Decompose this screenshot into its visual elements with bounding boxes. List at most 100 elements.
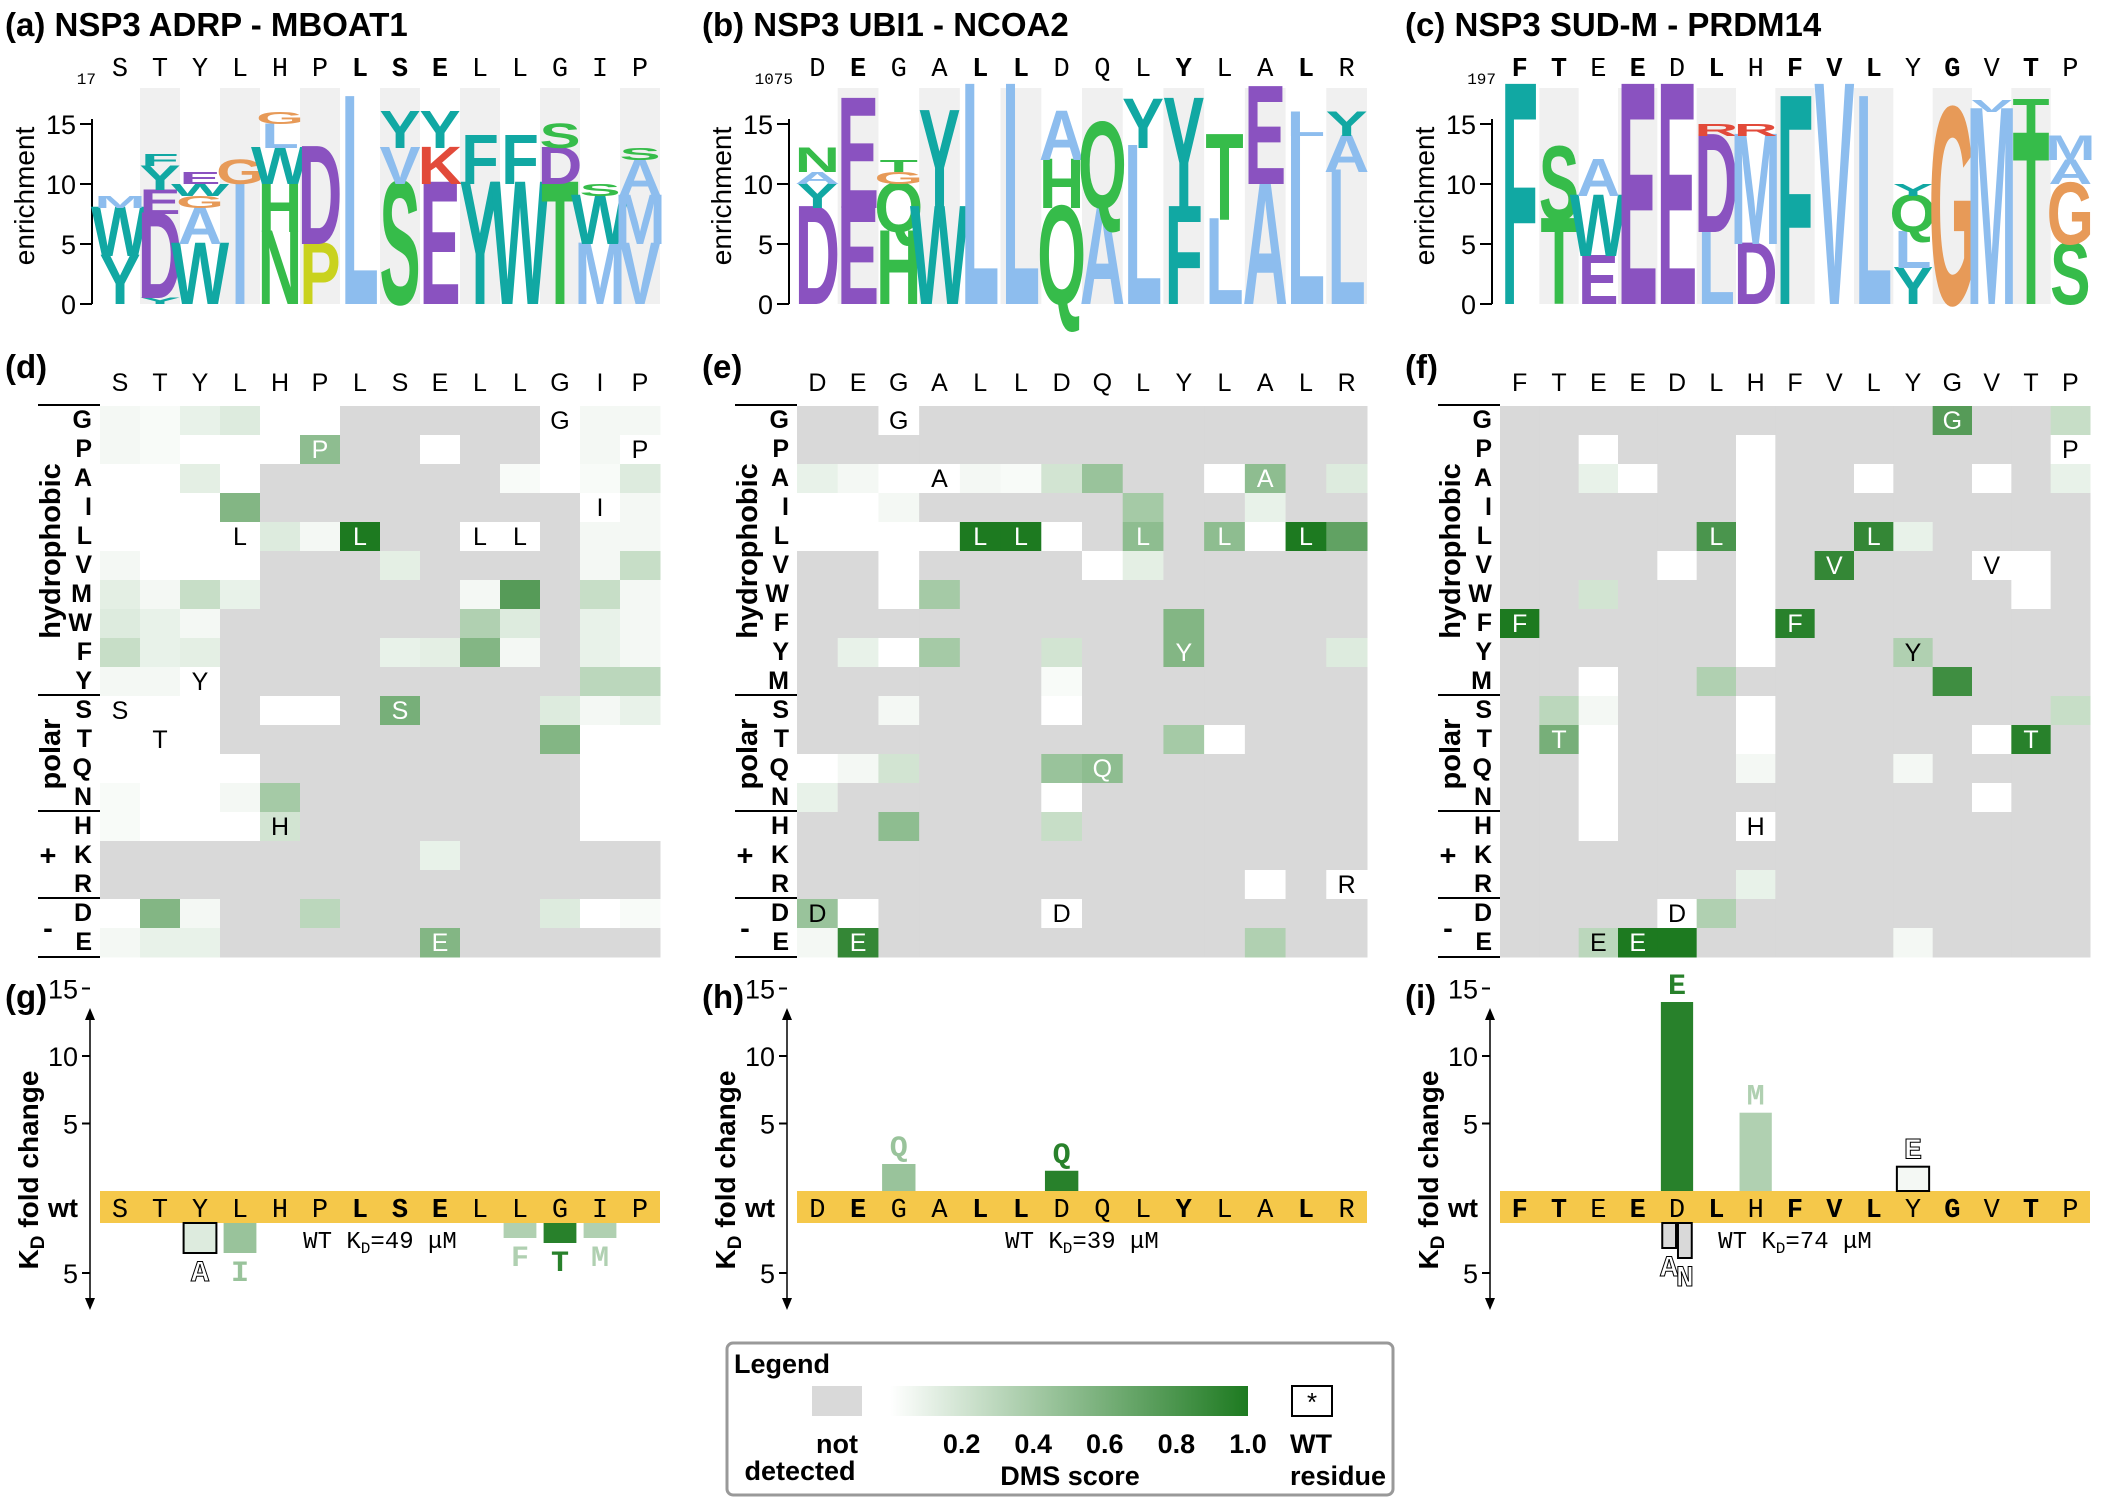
heatmap-cell [180,812,221,842]
heatmap-cell [620,493,661,523]
heatmap-cell [460,812,501,842]
logo-letter: E [1578,239,1618,319]
heatmap-cell [959,928,1002,958]
heatmap-cell [1244,580,1287,610]
heatmap-cell [420,638,461,668]
wt-marker: E [850,929,867,957]
logo-letter: S [379,145,420,343]
heatmap-cell [180,522,221,552]
heatmap-cell [1618,406,1658,436]
heatmap-cell [1041,783,1083,813]
wt-residue: R [1339,1196,1355,1226]
logo-letter: G [256,108,304,128]
column-label: P [312,369,329,397]
heatmap-cell [340,551,381,581]
heatmap-cell [380,899,421,929]
heatmap-cell [1204,841,1246,871]
heatmap-cell [1578,928,1619,958]
logo-letter: Y [419,101,460,160]
column-shade [140,88,180,304]
heatmap-cell [1500,725,1540,755]
logo-letter: F [141,150,179,170]
y-axis-label: enrichment [706,127,737,266]
heatmap-cell [797,609,839,639]
column-label: Y [192,369,209,397]
heatmap-cell [1736,493,1776,523]
heatmap-cell [1932,899,1973,929]
heatmap-cell [1539,551,1580,581]
y-tick-label: 5 [1461,230,1476,260]
wt-residue: G [891,55,907,85]
heatmap-cell [2050,870,2091,900]
wt-residue: G [552,1196,568,1226]
logo-letter: Y [919,81,961,239]
heatmap-cell [1539,667,1580,697]
heatmap-cell [260,435,301,465]
heatmap-cell [580,841,621,871]
heatmap-cell [2050,493,2091,523]
heatmap-cell [1041,899,1083,929]
logo-letter: Y [99,241,140,320]
heatmap-cell [1041,580,1083,610]
heatmap-cell [1204,638,1246,668]
heatmap-cell [140,870,181,900]
heatmap-cell [1932,870,1973,900]
heatmap-cell [878,493,920,523]
heatmap-cell [620,870,661,900]
heatmap-cell [1204,783,1246,813]
heatmap-cell [1854,812,1894,842]
heatmap-cell [1082,551,1124,581]
wt-residue: G [1944,55,1960,85]
heatmap-cell [1326,754,1368,784]
heatmap-cell [1539,580,1580,610]
heatmap-cell [1854,841,1894,871]
colorbar-tick: 0.4 [1014,1429,1052,1459]
heatmap-cell [1000,754,1042,784]
wt-marker: T [1551,726,1566,754]
wt-residue: E [1590,1196,1606,1226]
heatmap-cell [340,870,381,900]
heatmap-cell [2011,928,2052,958]
heatmap-cell [580,435,621,465]
column-shade [1618,88,1658,304]
heatmap-cell [460,638,501,668]
legend-box [725,1341,1395,1497]
heatmap-cell [500,812,541,842]
heatmap-cell [1122,522,1164,552]
heatmap-cell [460,696,501,726]
y-tick-label: 10 [48,1042,78,1072]
heatmap-cell [300,638,341,668]
heatmap-cell [1204,899,1246,929]
wt-tick-label: wt [1447,1193,1478,1223]
heatmap-cell [1696,435,1737,465]
heatmap-cell [500,899,541,929]
heatmap-cell [620,841,661,871]
logo-letter: G [216,152,264,192]
column-label: P [632,369,649,397]
heatmap-cell [1500,406,1540,436]
heatmap-cell [460,783,501,813]
heatmap-cell [837,435,879,465]
kd-bar [223,1223,257,1253]
y-tick-label: 10 [745,1042,775,1072]
column-shade [837,88,879,304]
y-tick-label: 0 [758,290,773,320]
heatmap-cell [1578,899,1619,929]
bar-label: Q [1053,1139,1071,1173]
heatmap-cell [1539,812,1580,842]
row-label: G [73,406,92,434]
heatmap-cell [340,609,381,639]
heatmap-cell [1204,580,1246,610]
heatmap-cell [2011,667,2052,697]
heatmap-cell [1122,754,1164,784]
heatmap-cell [300,464,341,494]
column-label: G [550,369,569,397]
heatmap-cell [1082,609,1124,639]
heatmap-cell [1657,435,1698,465]
heatmap-cell [620,638,661,668]
heatmap-cell [300,667,341,697]
heatmap-cell [2050,406,2091,436]
wt-residue: L [1298,1196,1314,1226]
kd-note: WT KD=39 μM [1005,1229,1159,1258]
heatmap-cell [460,725,501,755]
